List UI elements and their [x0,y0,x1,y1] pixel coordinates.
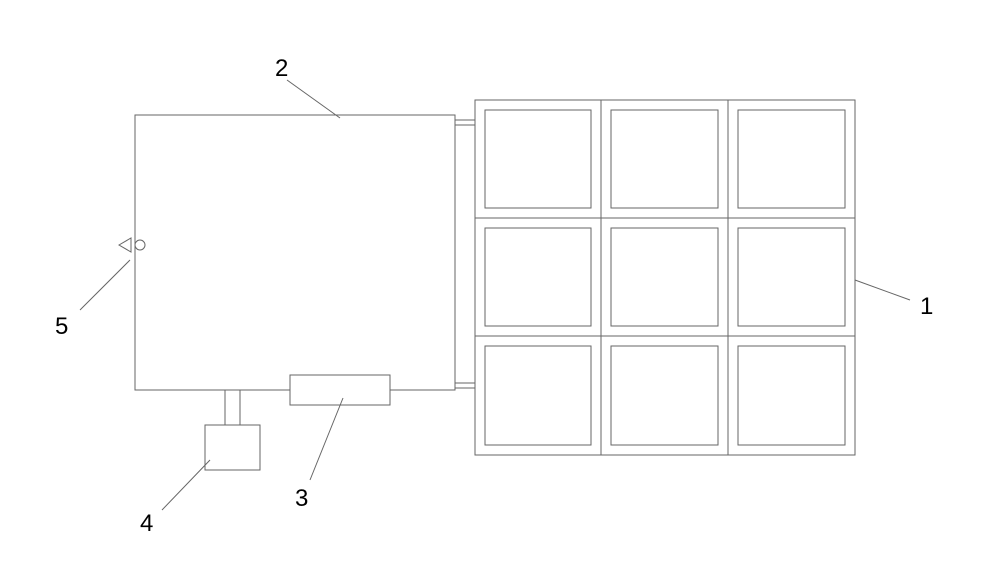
label-1: 1 [920,293,933,321]
label-5: 5 [55,313,68,341]
grid-cell [611,110,718,208]
leader-2 [287,80,340,118]
grid-panel-outer [475,100,855,455]
leader-5 [80,260,130,310]
leader-3 [310,398,343,480]
grid-cell [611,346,718,445]
main-rect [135,115,455,390]
grid-cell [738,346,845,445]
leader-4 [162,460,210,510]
component-3 [290,375,390,405]
component-5-triangle [119,238,131,252]
grid-cell [485,228,591,326]
label-4: 4 [140,510,153,538]
leader-1 [855,280,910,300]
grid-cell [738,228,845,326]
grid-cell [738,110,845,208]
schematic-diagram: 2 5 4 3 1 [0,0,1000,583]
grid-cell [485,110,591,208]
component-5-circle [135,240,145,250]
grid-cell [611,228,718,326]
label-2: 2 [275,55,288,83]
diagram-svg [0,0,1000,583]
grid-cell [485,346,591,445]
component-4-box [205,425,260,470]
label-3: 3 [295,485,308,513]
